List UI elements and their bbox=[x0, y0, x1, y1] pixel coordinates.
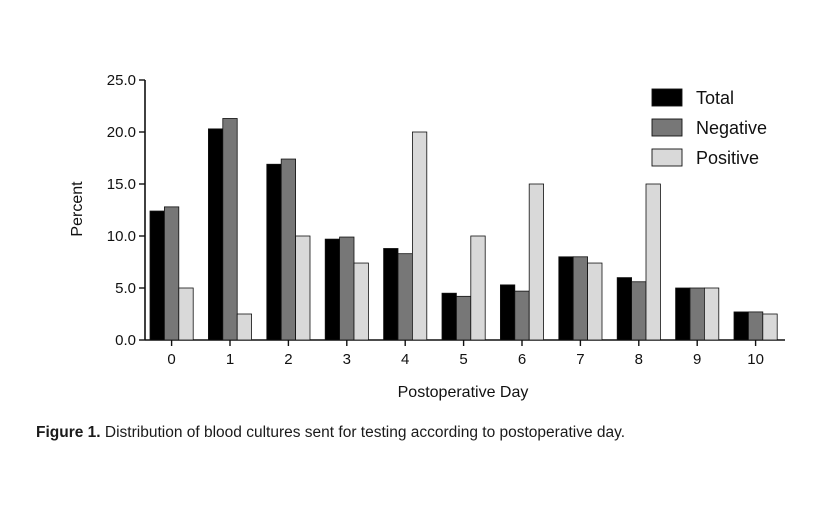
bar-positive-day-2 bbox=[295, 235, 311, 341]
bar-negative-day-2 bbox=[280, 158, 297, 341]
x-tick-label: 6 bbox=[518, 351, 526, 368]
bar-total-day-1 bbox=[207, 128, 224, 341]
x-tick-label: 0 bbox=[167, 351, 175, 368]
legend: Total Negative Positive bbox=[651, 88, 767, 168]
y-tick-label: 5.0 bbox=[115, 280, 136, 297]
x-axis-label: Postoperative Day bbox=[398, 384, 529, 401]
bar-total-day-3 bbox=[324, 238, 341, 341]
bar-negative-day-8 bbox=[631, 281, 647, 341]
x-tick-label: 7 bbox=[576, 351, 584, 368]
x-axis: 0 1 2 3 4 5 6 7 8 9 10 bbox=[145, 339, 785, 368]
legend-swatch-total bbox=[651, 88, 683, 107]
x-tick-label: 1 bbox=[226, 351, 234, 368]
bar-positive-day-6 bbox=[528, 183, 545, 341]
legend-swatch-positive bbox=[651, 148, 683, 167]
bar-negative-day-10 bbox=[748, 311, 764, 341]
legend-label-total: Total bbox=[696, 88, 734, 108]
bar-total-day-10 bbox=[733, 311, 749, 341]
x-tick-label: 8 bbox=[635, 351, 643, 368]
x-tick-label: 3 bbox=[343, 351, 351, 368]
x-tick-label: 4 bbox=[401, 351, 409, 368]
bar-total-day-5 bbox=[441, 292, 457, 341]
x-tick-label: 10 bbox=[747, 351, 764, 368]
bar-negative-day-9 bbox=[689, 287, 705, 341]
y-tick-label: 25.0 bbox=[107, 72, 136, 89]
bar-negative-day-3 bbox=[339, 236, 355, 341]
legend-swatch-negative bbox=[651, 118, 683, 137]
bar-total-day-7 bbox=[558, 256, 574, 341]
figure-caption-text: Distribution of blood cultures sent for … bbox=[100, 424, 626, 441]
x-tick-label: 5 bbox=[459, 351, 467, 368]
bar-chart: 0.0 5.0 10.0 15.0 20.0 25.0 0 1 2 3 4 5 6 7 8 9 10 Tota… bbox=[69, 72, 785, 401]
legend-label-negative: Negative bbox=[696, 118, 767, 138]
bar-positive-day-9 bbox=[704, 287, 720, 341]
bar-total-day-9 bbox=[675, 287, 691, 341]
bar-negative-day-5 bbox=[455, 295, 472, 341]
bar-negative-day-1 bbox=[222, 118, 238, 341]
x-tick-label: 9 bbox=[693, 351, 701, 368]
y-axis-label: Percent bbox=[69, 181, 86, 237]
figure-caption-label: Figure 1. bbox=[36, 424, 101, 441]
bar-negative-day-6 bbox=[514, 290, 530, 341]
bar-positive-day-4 bbox=[411, 131, 428, 341]
bar-total-day-2 bbox=[266, 163, 282, 341]
bar-positive-day-5 bbox=[470, 235, 486, 341]
legend-label-positive: Positive bbox=[696, 148, 759, 168]
y-tick-label: 15.0 bbox=[107, 176, 136, 193]
bar-total-day-4 bbox=[383, 248, 399, 341]
bars bbox=[149, 118, 778, 341]
figure-caption: Figure 1. Distribution of blood cultures… bbox=[36, 424, 625, 442]
bar-negative-day-7 bbox=[572, 256, 589, 341]
y-tick-label: 20.0 bbox=[107, 124, 136, 141]
bar-positive-day-0 bbox=[178, 287, 194, 341]
bar-positive-day-3 bbox=[353, 262, 369, 341]
bar-positive-day-7 bbox=[587, 262, 603, 341]
bar-total-day-6 bbox=[499, 284, 516, 341]
bar-negative-day-0 bbox=[163, 206, 180, 341]
bar-positive-day-8 bbox=[645, 183, 661, 341]
bar-positive-day-10 bbox=[762, 313, 778, 341]
bar-total-day-0 bbox=[149, 210, 165, 341]
y-tick-label: 10.0 bbox=[107, 228, 136, 245]
y-tick-label: 0.0 bbox=[115, 332, 136, 349]
x-tick-label: 2 bbox=[284, 351, 292, 368]
bar-total-day-8 bbox=[616, 277, 633, 341]
y-axis: 0.0 5.0 10.0 15.0 20.0 25.0 bbox=[107, 72, 146, 349]
bar-positive-day-1 bbox=[236, 313, 252, 341]
bar-negative-day-4 bbox=[397, 253, 413, 341]
